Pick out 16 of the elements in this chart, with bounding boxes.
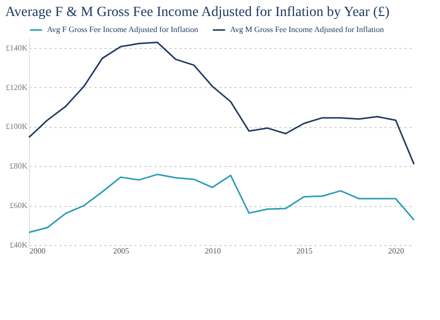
y-tick-label: £80K bbox=[10, 162, 28, 171]
y-tick-label: £40K bbox=[10, 240, 28, 250]
x-tick-label: 2015 bbox=[296, 246, 312, 256]
x-tick-label: 2005 bbox=[113, 246, 130, 256]
y-tick-label: £60K bbox=[10, 201, 28, 210]
line-series bbox=[28, 174, 415, 234]
x-tick-label: 2000 bbox=[30, 246, 46, 256]
legend-label: Avg F Gross Fee Income Adjusted for Inflation bbox=[47, 25, 198, 34]
chart-title: Average F & M Gross Fee Income Adjusted for Inflation by Year (£) bbox=[5, 5, 390, 20]
legend-label: Avg M Gross Fee Income Adjusted for Inflation bbox=[230, 25, 384, 34]
x-tick-label: 2020 bbox=[388, 246, 404, 256]
line-series bbox=[28, 42, 415, 165]
x-tick-label: 2010 bbox=[204, 246, 221, 256]
y-tick-label: £100K bbox=[6, 122, 28, 132]
y-tick-label: £120K bbox=[6, 82, 28, 92]
y-tick-label: £140K bbox=[6, 43, 28, 52]
